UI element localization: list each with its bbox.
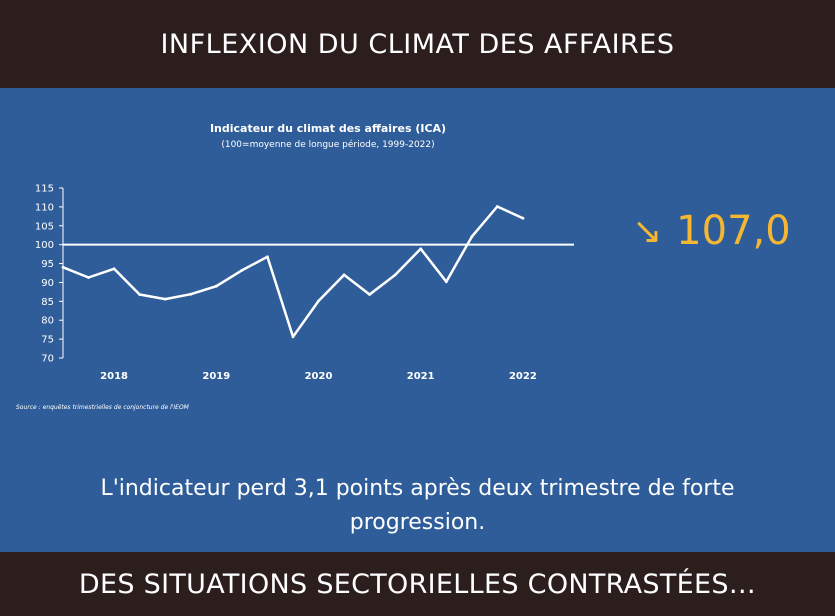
line-chart: Indicateur du climat des affaires (ICA) … xyxy=(16,122,574,411)
y-tick-label: 80 xyxy=(41,316,54,327)
caption-text: L'indicateur perd 3,1 points après deux … xyxy=(100,476,735,535)
ica-data-point xyxy=(189,292,193,296)
ica-data-point xyxy=(342,273,346,277)
ica-data-point xyxy=(163,297,167,301)
y-tick-label: 95 xyxy=(41,259,54,270)
y-tick-label: 75 xyxy=(41,335,54,346)
y-tick-label: 100 xyxy=(35,240,54,251)
ica-data-point xyxy=(419,247,423,251)
chart-subtitle: (100=moyenne de longue période, 1999-202… xyxy=(221,139,434,150)
chart-series xyxy=(61,205,525,339)
ica-data-point xyxy=(444,280,448,284)
kpi-value: ↘ 107,0 xyxy=(632,208,791,254)
x-tick-label: 2022 xyxy=(509,371,537,382)
chart-ticks: 70 75 80 85 90 95 100 105 110 115 2018 2019 2020 2021… xyxy=(35,184,537,383)
y-tick-label: 85 xyxy=(41,297,54,308)
chart-panel xyxy=(0,88,835,552)
footer-banner: DES SITUATIONS SECTORIELLES CONTRASTÉES… xyxy=(0,552,835,616)
ica-data-point xyxy=(521,216,525,220)
x-tick-label: 2020 xyxy=(305,371,333,382)
header-title: INFLEXION DU CLIMAT DES AFFAIRES xyxy=(160,28,675,60)
ica-series-line xyxy=(61,205,525,339)
y-tick-label: 90 xyxy=(41,278,54,289)
ica-data-point xyxy=(138,293,142,296)
x-tick-label: 2019 xyxy=(202,371,230,382)
y-tick-label: 105 xyxy=(35,221,54,232)
ica-data-point xyxy=(214,284,218,288)
ica-data-point xyxy=(61,265,65,269)
ica-data-point xyxy=(240,269,244,272)
ica-data-point xyxy=(87,276,90,279)
ica-data-point xyxy=(291,335,295,339)
x-tick-label: 2021 xyxy=(407,371,435,382)
ica-data-point xyxy=(317,299,320,303)
x-tick-label: 2018 xyxy=(100,371,128,382)
y-tick-label: 70 xyxy=(41,354,54,365)
header-banner: INFLEXION DU CLIMAT DES AFFAIRES xyxy=(0,0,835,88)
chart-source: Source : enquêtes trimestrielles de conj… xyxy=(16,404,190,411)
ica-data-point xyxy=(112,267,116,271)
ica-data-point xyxy=(393,273,397,277)
chart-title: Indicateur du climat des affaires (ICA) xyxy=(210,122,446,135)
footer-title: DES SITUATIONS SECTORIELLES CONTRASTÉES… xyxy=(78,568,757,600)
arrow-down-right-icon: ↘ xyxy=(632,210,663,252)
ica-data-point xyxy=(495,205,499,208)
ica-data-point xyxy=(470,235,474,239)
chart-axes xyxy=(62,188,574,358)
ica-data-point xyxy=(368,293,371,296)
y-tick-label: 110 xyxy=(35,202,54,213)
kpi-number: 107,0 xyxy=(676,208,791,254)
ica-data-point xyxy=(266,255,269,259)
y-tick-label: 115 xyxy=(35,184,54,195)
